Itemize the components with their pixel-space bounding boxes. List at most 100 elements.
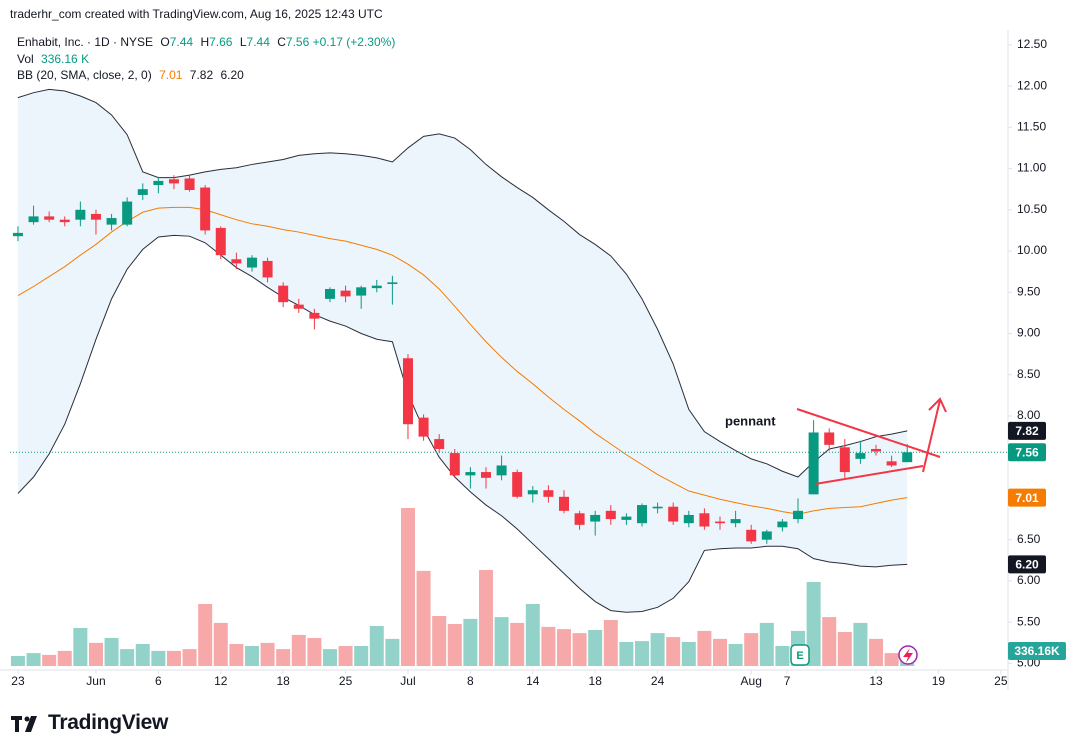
candle-body	[886, 461, 897, 466]
x-tick-label: 14	[526, 674, 540, 688]
candle-body	[44, 216, 55, 220]
volume-bar	[759, 622, 774, 666]
candle-body	[636, 505, 647, 524]
volume-bar	[307, 638, 322, 666]
volume-bar	[26, 653, 41, 666]
y-tick-label: 9.00	[1017, 326, 1041, 340]
candle-body	[527, 490, 538, 495]
volume-bar	[650, 633, 665, 666]
volume-bar	[166, 650, 181, 666]
candle-body	[465, 472, 476, 476]
x-tick-label: 25	[339, 674, 353, 688]
earnings-label: E	[796, 650, 803, 662]
volume-value: 336.16 K	[41, 52, 90, 66]
x-tick-label: 19	[932, 674, 946, 688]
earnings-marker: E	[790, 644, 810, 666]
volume-bar	[385, 638, 400, 666]
bb-upper-line	[17, 88, 908, 478]
candle-body	[793, 510, 804, 520]
volume-bar	[151, 650, 166, 666]
candle-body	[387, 282, 398, 285]
logo-part	[24, 716, 30, 722]
candle-body	[106, 218, 117, 225]
volume-bar	[198, 604, 213, 666]
volume-bar	[88, 642, 103, 666]
volume-bar	[775, 646, 790, 666]
candle-body	[28, 216, 39, 223]
volume-bar	[354, 646, 369, 666]
candle-body	[324, 288, 335, 299]
bb-fill	[17, 89, 908, 613]
candle-body	[137, 189, 148, 195]
candle-body	[59, 219, 70, 223]
volume-bar	[182, 649, 197, 666]
candle-body	[761, 531, 772, 540]
volume-bar	[884, 653, 899, 666]
volume-bar	[104, 638, 119, 666]
candle-body	[871, 448, 882, 452]
candle-body	[168, 179, 179, 184]
candle-body	[153, 180, 164, 186]
candle-body	[122, 201, 133, 225]
volume-bar	[744, 633, 759, 666]
legend-volume: Vol 336.16 K	[17, 52, 89, 66]
volume-bar	[276, 649, 291, 666]
candle-body	[246, 257, 257, 268]
volume-bar	[416, 570, 431, 666]
y-tick-label: 6.00	[1017, 573, 1041, 587]
candle-body	[309, 312, 320, 319]
volume-name: Vol	[17, 52, 34, 66]
x-tick-label: 25	[994, 674, 1008, 688]
volume-bar	[42, 654, 57, 666]
y-tick-label: 9.50	[1017, 284, 1041, 298]
volume-bar	[463, 618, 478, 666]
x-tick-label: 18	[276, 674, 290, 688]
x-tick-label: 8	[467, 674, 474, 688]
volume-bar	[322, 649, 337, 666]
logo	[11, 716, 37, 732]
x-tick-label: 24	[651, 674, 665, 688]
ohlc-value: 7.44	[246, 35, 270, 49]
candle-body	[543, 490, 554, 497]
y-tick-label: 11.00	[1017, 161, 1046, 175]
candle-body	[402, 358, 413, 425]
volume-bar	[73, 628, 88, 666]
candle-body	[496, 465, 507, 476]
volume-bar	[556, 629, 571, 666]
candle-body	[590, 514, 601, 522]
bb-lower-line	[17, 234, 908, 613]
candle-body	[512, 472, 523, 497]
change: +0.17 (+2.30%)	[312, 35, 396, 49]
candle-body	[75, 209, 86, 220]
x-tick-label: 6	[155, 674, 162, 688]
bb-upper-value: 7.82	[189, 68, 214, 82]
volume-badge-label: 336.16K	[1014, 644, 1060, 658]
ohlc-letter: L	[239, 35, 247, 49]
trend-line	[796, 408, 941, 458]
price-badge-label: 7.56	[1015, 445, 1039, 459]
volume-bar	[541, 626, 556, 666]
event-bolt	[903, 648, 913, 663]
candle-body	[434, 439, 445, 449]
candle-body	[574, 513, 585, 525]
candle-body	[839, 447, 850, 473]
candle-body	[683, 514, 694, 524]
candle-body	[808, 432, 819, 495]
y-tick-label: 10.00	[1017, 243, 1047, 257]
earnings-box	[790, 644, 810, 666]
x-tick-label: 13	[869, 674, 883, 688]
legend-bb: BB (20, SMA, close, 2, 0) 7.01 7.82 6.20	[17, 68, 244, 82]
ohlc-value: 7.56	[285, 35, 310, 49]
price-badge-label: 7.01	[1015, 491, 1039, 505]
volume-bar	[666, 637, 681, 666]
volume-bar	[244, 646, 259, 666]
candle-body	[356, 287, 367, 296]
symbol: Enhabit, Inc. · 1D · NYSE	[17, 35, 154, 49]
volume-bar	[837, 632, 852, 666]
volume-bar	[494, 617, 509, 666]
x-tick-label: Jul	[400, 674, 415, 688]
volume-bar	[603, 620, 618, 666]
volume-bar	[120, 649, 135, 666]
candle-body	[746, 529, 757, 542]
